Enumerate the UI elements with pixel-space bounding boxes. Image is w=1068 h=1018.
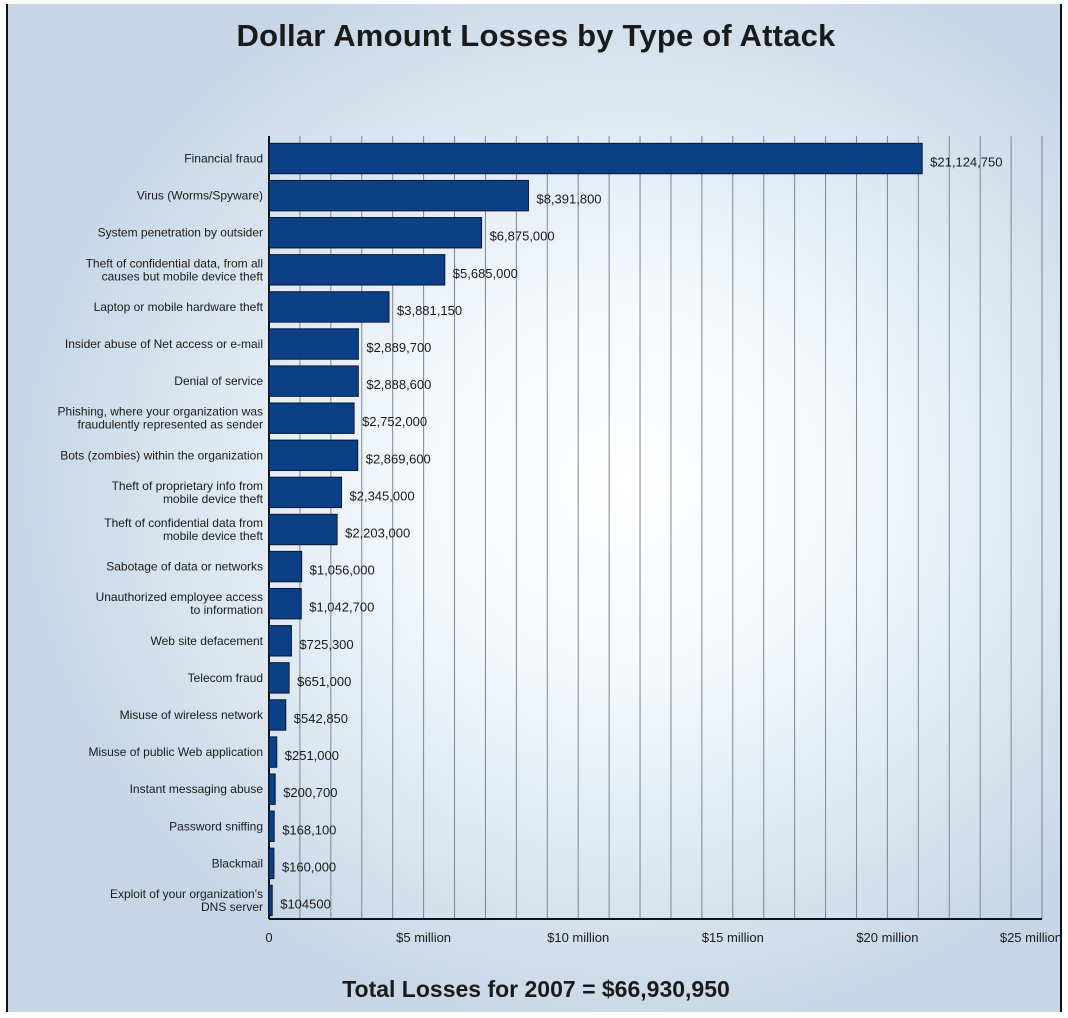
bar xyxy=(268,662,290,694)
category-label: Theft of proprietary info from mobile dev… xyxy=(112,479,264,506)
value-label: $542,850 xyxy=(294,711,348,726)
bar xyxy=(268,587,302,620)
bar xyxy=(268,291,390,323)
category-label: Insider abuse of Net access or e-mail xyxy=(65,337,263,351)
bar xyxy=(268,736,278,768)
category-label: Instant messaging abuse xyxy=(130,782,264,796)
value-label: $2,345,000 xyxy=(350,488,415,503)
x-tick-label: $25 million xyxy=(1000,930,1062,945)
value-label: $251,000 xyxy=(285,748,339,763)
category-label: Sabotage of data or networks xyxy=(106,560,263,574)
category-label: Theft of confidential data, from all caus… xyxy=(86,256,264,283)
category-label: Misuse of wireless network xyxy=(120,708,264,722)
value-label: $725,300 xyxy=(299,637,353,652)
category-label: Misuse of public Web application xyxy=(88,745,263,759)
bar xyxy=(268,328,359,360)
chart-title: Dollar Amount Losses by Type of Attack xyxy=(236,18,836,53)
category-label: Web site defacement xyxy=(150,634,263,648)
bar xyxy=(268,439,359,472)
value-label: $2,888,600 xyxy=(366,377,431,392)
value-label: $5,685,000 xyxy=(453,266,518,281)
category-label: Theft of confidential data from mobile de… xyxy=(104,516,263,543)
value-label: $1,056,000 xyxy=(310,563,375,578)
category-label: Exploit of your organization's DNS server xyxy=(110,887,263,914)
value-label: $8,391,800 xyxy=(536,192,601,207)
bar xyxy=(268,365,359,397)
x-tick-label: $5 million xyxy=(396,930,451,945)
value-label: $2,869,600 xyxy=(366,451,431,466)
category-label: Phishing, where your organization was fra… xyxy=(58,405,263,432)
value-label: $2,889,700 xyxy=(366,340,431,355)
value-label: $104500 xyxy=(280,896,331,911)
bar xyxy=(268,513,338,546)
x-tick-label: 0 xyxy=(265,930,272,945)
category-label: System penetration by outsider xyxy=(98,226,263,240)
label-layer: 0 $5 million $10 million $15 million $20 mil… xyxy=(58,152,1062,945)
total-losses-footer: Total Losses for 2007 = $66,930,950 xyxy=(342,976,730,1002)
category-label: Telecom fraud xyxy=(188,671,263,685)
category-label: Denial of service xyxy=(174,374,263,388)
bar xyxy=(268,550,303,583)
bar xyxy=(268,254,446,286)
value-label: $6,875,000 xyxy=(490,229,555,244)
bar xyxy=(268,884,273,917)
value-label: $1,042,700 xyxy=(309,600,374,615)
bar xyxy=(268,476,343,509)
value-label: $651,000 xyxy=(297,674,351,689)
bar xyxy=(268,217,483,249)
bar xyxy=(268,142,923,175)
bar-layer xyxy=(268,142,923,917)
bar xyxy=(268,179,529,212)
category-label: Virus (Worms/Spyware) xyxy=(137,189,263,203)
category-label: Unauthorized employee access to informati… xyxy=(96,590,263,617)
bar xyxy=(268,810,275,842)
x-tick-label: $15 million xyxy=(702,930,764,945)
bar xyxy=(268,699,287,731)
chart-frame: Dollar Amount Losses by Type of Attack 0… xyxy=(6,4,1062,1012)
category-label: Password sniffing xyxy=(169,819,263,833)
value-label: $2,752,000 xyxy=(362,414,427,429)
bar-chart: 0 $5 million $10 million $15 million $20 mil… xyxy=(58,136,1062,945)
bar xyxy=(268,402,355,434)
x-tick-label: $10 million xyxy=(547,930,609,945)
category-label: Bots (zombies) within the organization xyxy=(60,448,263,462)
category-label: Laptop or mobile hardware theft xyxy=(94,300,264,314)
category-label: Financial fraud xyxy=(184,152,263,166)
category-label: Blackmail xyxy=(212,856,263,870)
value-label: $168,100 xyxy=(282,822,336,837)
value-label: $3,881,150 xyxy=(397,303,462,318)
value-label: $160,000 xyxy=(282,859,336,874)
bar xyxy=(268,847,275,880)
value-label: $200,700 xyxy=(283,785,337,800)
value-label: $21,124,750 xyxy=(930,155,1002,170)
bar xyxy=(268,773,276,805)
bar xyxy=(268,625,292,657)
value-label: $2,203,000 xyxy=(345,526,410,541)
x-tick-label: $20 million xyxy=(856,930,918,945)
